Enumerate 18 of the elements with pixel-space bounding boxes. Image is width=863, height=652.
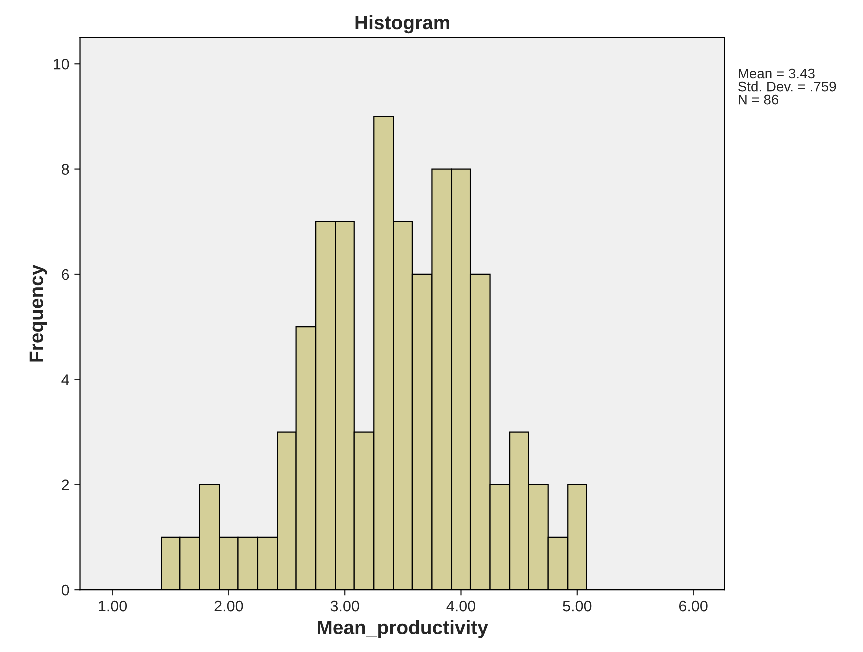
x-tick-label: 3.00 — [330, 600, 360, 612]
y-tick-label: 0 — [62, 584, 70, 596]
y-axis-title: Frequency — [30, 264, 48, 362]
y-tick-label: 10 — [54, 58, 70, 70]
text: Mean = 3.43 — [739, 68, 815, 79]
y-tick-label: 4 — [62, 374, 70, 386]
x-tick-label: 6.00 — [679, 600, 708, 612]
x-tick-label: 4.00 — [446, 600, 476, 612]
y-tick-label: 6 — [62, 269, 70, 280]
x-tick-label: 1.00 — [99, 600, 128, 612]
y-tick-label: 8 — [62, 164, 70, 175]
y-tick-label: 2 — [62, 480, 70, 490]
chart-title: Histogram — [356, 15, 450, 34]
x-axis-title: Mean_productivity — [318, 620, 488, 638]
text: N = 86 — [739, 94, 779, 105]
x-tick-label: 2.00 — [214, 600, 244, 612]
text: Std. Dev. = .759 — [738, 82, 836, 92]
x-tick-label: 5.00 — [563, 600, 592, 612]
